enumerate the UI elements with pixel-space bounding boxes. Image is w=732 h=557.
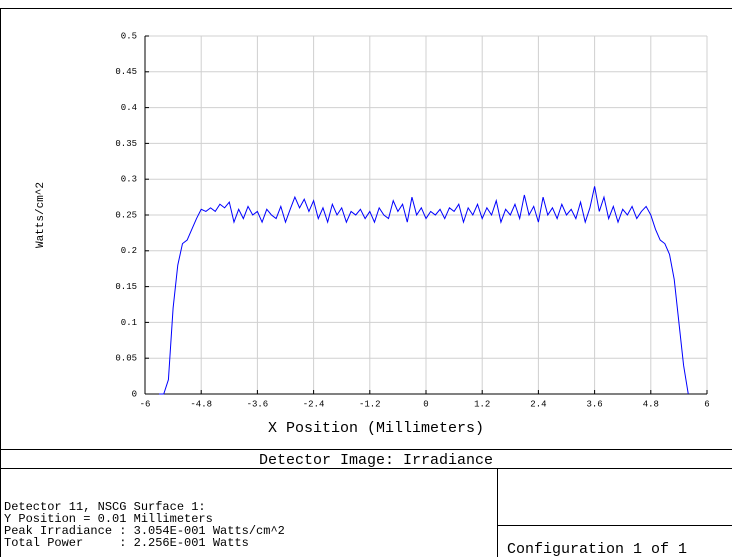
y-tick-label: 0.2 <box>121 246 137 256</box>
x-tick-label: 2.4 <box>530 399 546 409</box>
y-tick-label: 0.5 <box>121 31 137 41</box>
info-line: Total Power : 2.256E-001 Watts <box>4 536 249 550</box>
chart-title: Detector Image: Irradiance <box>259 452 493 469</box>
x-tick-label: -6 <box>140 399 151 409</box>
info-line: Y Position = 0.01 Millimeters <box>4 512 213 526</box>
y-tick-label: 0.25 <box>115 210 137 220</box>
x-tick-label: 4.8 <box>643 399 659 409</box>
y-tick-label: 0.15 <box>115 282 137 292</box>
info-line: Detector 11, NSCG Surface 1: <box>4 500 206 514</box>
x-tick-label: -2.4 <box>303 399 325 409</box>
x-tick-label: -3.6 <box>247 399 269 409</box>
footer: Configuration 1 of 1 <box>507 541 687 557</box>
x-tick-label: 1.2 <box>474 399 490 409</box>
y-tick-label: 0.05 <box>115 354 137 364</box>
y-tick-label: 0.1 <box>121 318 137 328</box>
y-tick-label: 0.4 <box>121 103 137 113</box>
x-tick-label: 6 <box>704 399 709 409</box>
x-tick-label: 0 <box>423 399 428 409</box>
y-tick-label: 0.45 <box>115 67 137 77</box>
info-line: Peak Irradiance : 3.054E-001 Watts/cm^2 <box>4 524 285 538</box>
x-tick-label: 3.6 <box>586 399 602 409</box>
x-axis-label: X Position (Millimeters) <box>268 420 484 437</box>
y-axis-label: Watts/cm^2 <box>35 182 47 248</box>
x-tick-label: -4.8 <box>190 399 212 409</box>
x-tick-label: -1.2 <box>359 399 381 409</box>
y-tick-label: 0.3 <box>121 175 137 185</box>
y-tick-label: 0 <box>132 389 137 399</box>
y-tick-label: 0.35 <box>115 139 137 149</box>
data-line <box>159 186 689 395</box>
